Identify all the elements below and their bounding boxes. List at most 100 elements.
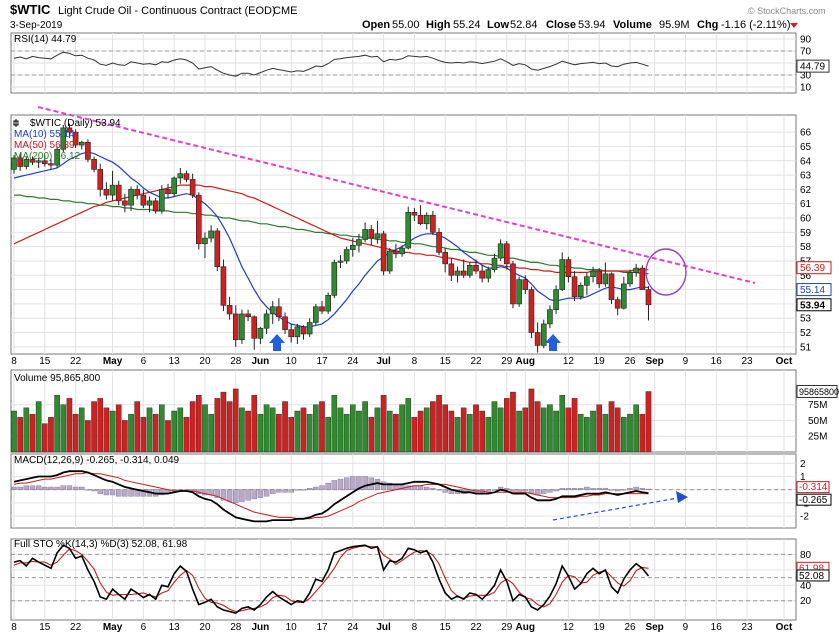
candle-body [559, 259, 566, 290]
x-tick-label: 15 [440, 356, 452, 367]
candle-body [251, 316, 258, 339]
candle-body [380, 233, 387, 272]
volume-bar [122, 420, 128, 453]
macd-histogram-bar [541, 489, 547, 494]
candle-body [423, 214, 430, 225]
chg-value: -1.16 (-2.11%) [721, 19, 791, 31]
close-value: 53.94 [578, 19, 606, 31]
macd-histogram-bar [35, 485, 42, 490]
volume-bar [29, 413, 36, 453]
x-tick-label: 9 [683, 356, 689, 367]
candle-body [442, 252, 449, 265]
candle-body [608, 273, 615, 300]
volume-bar [565, 407, 572, 453]
price-tag [796, 261, 832, 275]
macd-histogram-bar [424, 486, 430, 490]
x-tick-label: 10 [286, 356, 298, 367]
volume-bar [356, 410, 362, 453]
high-value: 55.24 [453, 19, 481, 31]
x-tick-label: Oct [776, 622, 793, 633]
macd-histogram-bar [380, 481, 387, 490]
x-tick-label: 17 [316, 622, 328, 633]
candle-body [325, 295, 331, 312]
volume-bar [42, 423, 48, 453]
macd-histogram-bar [645, 488, 652, 490]
macd-histogram-bar [559, 488, 565, 490]
volume-bar [54, 395, 60, 453]
candle-body [23, 159, 30, 167]
volume-bar [232, 388, 239, 453]
volume-bar [596, 404, 602, 453]
volume-bar [423, 407, 430, 453]
candle-body [78, 141, 85, 146]
candle-body [547, 309, 553, 325]
x-tick-label: 15 [39, 622, 51, 633]
volume-bar [479, 410, 485, 453]
x-tick-label: 15 [39, 356, 51, 367]
x-tick-label: Aug [516, 622, 535, 633]
candle-body [220, 266, 227, 306]
macd-histogram-bar [263, 489, 270, 497]
candle-body [72, 131, 79, 146]
volume-value: 95.9M [659, 19, 690, 31]
x-tick-label: 23 [741, 622, 753, 633]
y-tick-label: 50M [808, 416, 827, 427]
candle-body [479, 270, 485, 279]
macd-histogram-bar [60, 485, 66, 490]
volume-bar [405, 398, 412, 453]
candle-body [417, 214, 424, 225]
macd-histogram-bar [417, 485, 424, 490]
volume-bar [510, 391, 516, 453]
candle-body [565, 259, 572, 278]
x-tick-label: 19 [594, 356, 606, 367]
x-tick-label: 22 [470, 356, 482, 367]
macd-histogram-bar [122, 489, 128, 497]
price-title: $WTIC (Daily) 53.94 [30, 118, 121, 129]
volume-bar [368, 417, 375, 453]
up-arrow-icon [269, 334, 285, 351]
y-tick-label: 51 [800, 342, 812, 353]
macd-tag [796, 493, 832, 506]
volume-bar [473, 404, 479, 453]
candle-body [645, 289, 652, 306]
macd-signal-tag-label: -0.314 [799, 482, 828, 493]
y-tick-label: 63 [800, 171, 812, 182]
macd-histogram-bar [270, 489, 276, 494]
macd-histogram-bar [547, 489, 553, 493]
volume-bar [467, 413, 473, 453]
macd-histogram-bar [350, 476, 356, 490]
y-tick-label: 52 [800, 328, 812, 339]
volume-bar [436, 395, 442, 453]
panel-sto [10, 538, 797, 621]
candle-body [454, 270, 461, 276]
candle-body [577, 285, 584, 298]
volume-bar [214, 398, 221, 453]
volume-bar [165, 420, 171, 453]
macd-histogram-bar [79, 486, 85, 490]
candle-body [269, 306, 276, 315]
high-label: High [426, 19, 451, 31]
macd-histogram-bar [614, 489, 621, 492]
candle-body [614, 299, 621, 309]
macd-histogram-bar [233, 489, 239, 504]
volume-bar [621, 417, 627, 453]
x-tick-label: 13 [169, 356, 181, 367]
volume-bar [522, 407, 529, 453]
candle-body [29, 159, 36, 163]
candle-body [571, 276, 578, 298]
volume-bar [528, 388, 535, 453]
candle-body [226, 305, 233, 315]
candle-body [411, 212, 418, 216]
volume-bar [263, 404, 270, 453]
candle-body [621, 283, 627, 309]
macd-divergence-arrow [552, 497, 679, 521]
macd-histogram-bar [288, 489, 294, 493]
sto-d-tag-label: 61.98 [799, 563, 824, 574]
candle-body [109, 184, 116, 196]
candle-body [503, 243, 510, 265]
macd-histogram-bar [276, 489, 282, 493]
candle-body [128, 189, 134, 206]
x-tick-label: 23 [741, 356, 753, 367]
macd-histogram-bar [608, 489, 615, 491]
